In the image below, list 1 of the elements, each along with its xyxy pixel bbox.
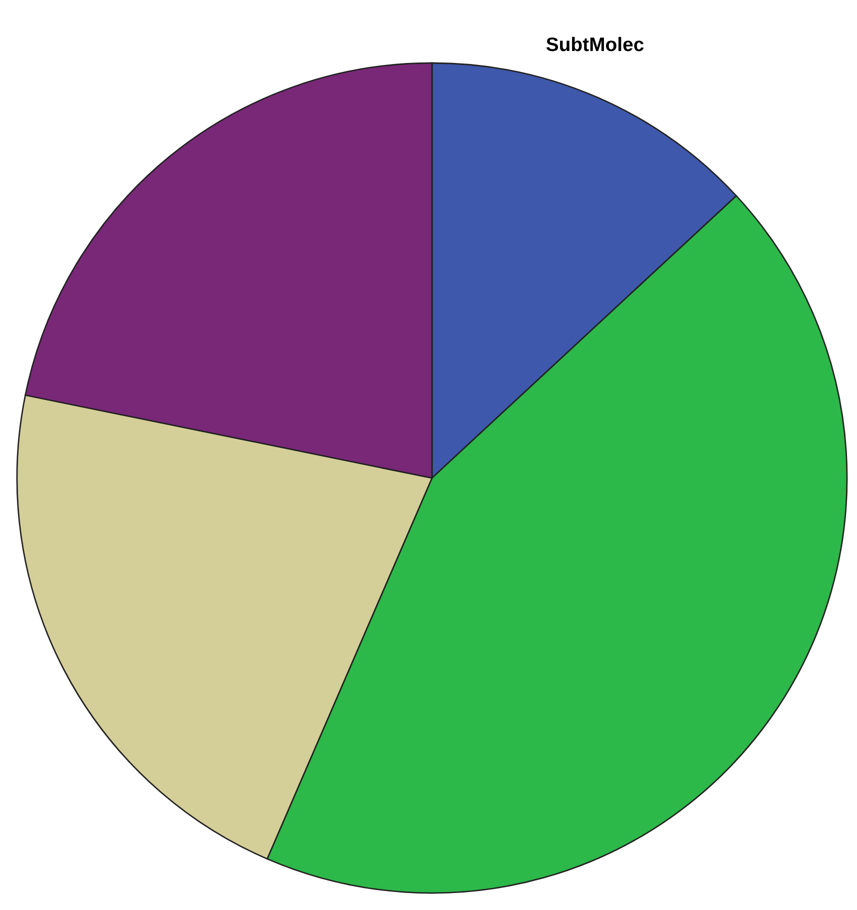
chart-title: SubtMolec	[546, 36, 644, 52]
